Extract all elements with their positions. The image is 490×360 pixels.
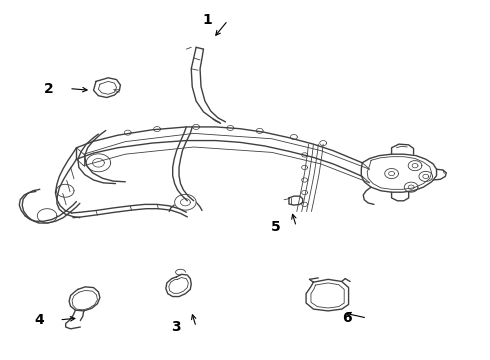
Text: 6: 6 <box>342 311 351 325</box>
Text: 4: 4 <box>34 313 44 327</box>
Text: 1: 1 <box>202 13 212 27</box>
Text: 5: 5 <box>271 220 281 234</box>
Text: 2: 2 <box>44 82 53 95</box>
Text: 3: 3 <box>171 320 180 334</box>
